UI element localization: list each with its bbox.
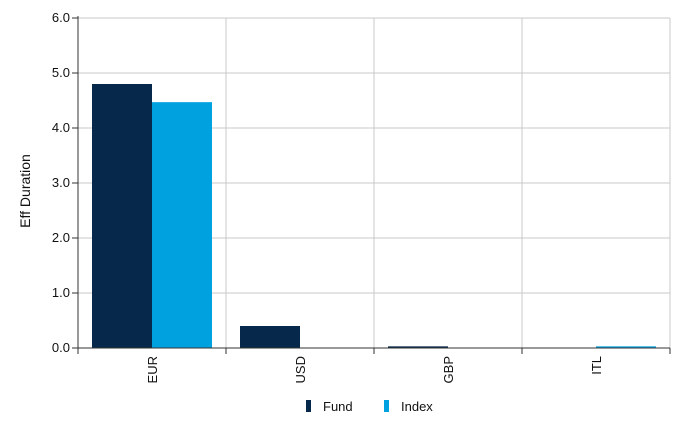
legend-label-index: Index bbox=[401, 399, 433, 414]
bar-fund-eur bbox=[92, 84, 152, 348]
axes bbox=[72, 16, 671, 354]
y-tick-labels: 0.0 1.0 2.0 3.0 4.0 5.0 6.0 bbox=[52, 10, 70, 355]
x-tick-label: GBP bbox=[441, 356, 456, 383]
y-tick-label: 5.0 bbox=[52, 65, 70, 80]
legend-label-fund: Fund bbox=[323, 399, 353, 414]
bar-index-itl bbox=[596, 346, 656, 348]
y-tick-label: 3.0 bbox=[52, 175, 70, 190]
y-tick-label: 4.0 bbox=[52, 120, 70, 135]
y-tick-label: 6.0 bbox=[52, 10, 70, 25]
x-tick-label: EUR bbox=[145, 356, 160, 383]
y-tick-label: 1.0 bbox=[52, 285, 70, 300]
legend-swatch-index bbox=[384, 400, 389, 412]
bar-index-eur bbox=[152, 102, 212, 349]
x-tick-label: USD bbox=[293, 356, 308, 383]
legend: Fund Index bbox=[306, 399, 433, 414]
legend-swatch-fund bbox=[306, 400, 311, 412]
bar-fund-gbp bbox=[388, 346, 448, 348]
bars bbox=[92, 84, 656, 349]
y-tick-label: 0.0 bbox=[52, 340, 70, 355]
y-axis-title: Eff Duration bbox=[17, 154, 33, 228]
x-tick-labels: EUR USD GBP ITL bbox=[145, 356, 604, 383]
y-tick-label: 2.0 bbox=[52, 230, 70, 245]
x-tick-label: ITL bbox=[589, 356, 604, 375]
bar-fund-usd bbox=[240, 326, 300, 348]
